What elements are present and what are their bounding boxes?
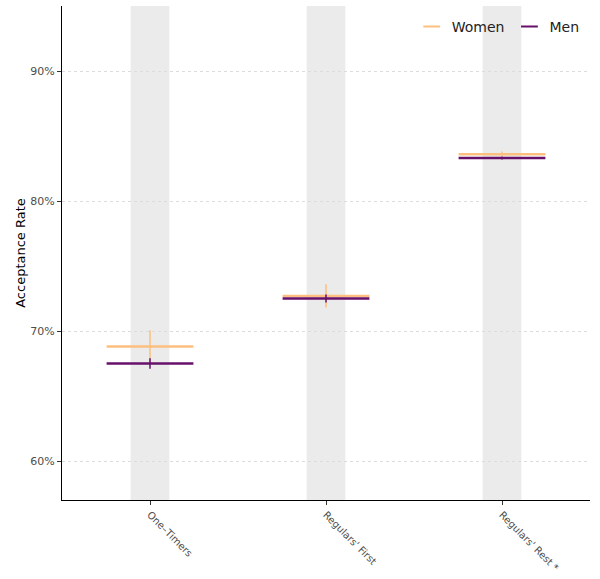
svg-text:Women: Women	[452, 19, 505, 35]
svg-text:60%: 60%	[30, 455, 54, 468]
svg-text:Regulars' First: Regulars' First	[321, 509, 379, 567]
svg-text:90%: 90%	[30, 65, 54, 78]
svg-text:Regulars' Rest *: Regulars' Rest *	[497, 509, 561, 573]
svg-text:Men: Men	[549, 19, 579, 35]
svg-text:Acceptance Rate: Acceptance Rate	[13, 198, 28, 308]
svg-text:One–Timers: One–Timers	[145, 509, 195, 559]
svg-text:80%: 80%	[30, 195, 54, 208]
svg-text:70%: 70%	[30, 325, 54, 338]
